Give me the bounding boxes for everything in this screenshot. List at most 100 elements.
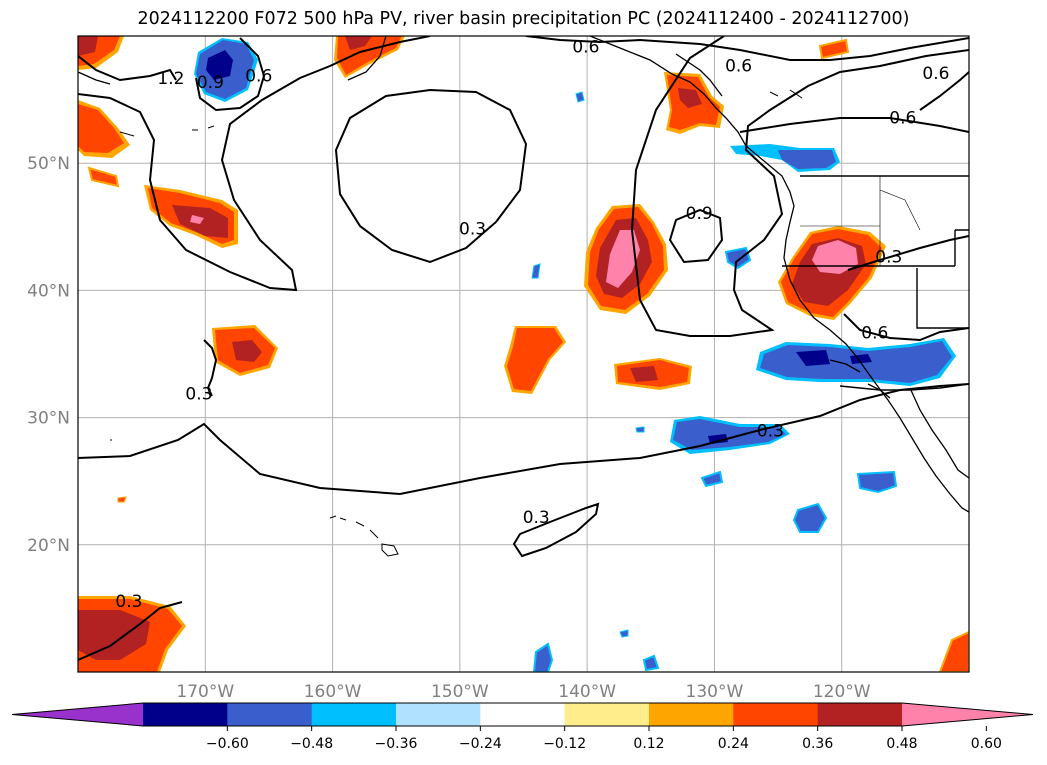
colorbar-tick-label: −0.36 <box>375 736 418 752</box>
colorbar-segment <box>649 703 734 726</box>
pv-contour-0.6-east <box>739 117 969 133</box>
colorbar-extend-high <box>902 703 1033 726</box>
colorbar-segment <box>396 703 481 726</box>
pv-contour-label: 0.3 <box>523 508 550 528</box>
pv-contour-label: 0.3 <box>115 592 142 612</box>
precip-blob-bottomright <box>938 630 969 672</box>
pv-contour-label: 0.6 <box>889 109 916 129</box>
lon-tick-label: 120°W <box>813 682 871 702</box>
pv-contour-0.3-subtropical <box>78 383 969 496</box>
colorbar-tick-label: 0.12 <box>633 736 664 752</box>
precipitation-shading <box>78 36 969 672</box>
colorbar-tick-labels: −0.60 −0.48 −0.36 −0.24 −0.12 0.12 0.24 0.36 0.4… <box>206 726 1002 752</box>
colorbar-segment <box>480 703 566 726</box>
state-borders <box>800 176 921 266</box>
precip-blob-topleft <box>78 36 124 70</box>
precip-blob-135w <box>614 358 692 390</box>
colorbar-segment <box>733 703 819 726</box>
pv-contour-0.6-trough <box>630 36 969 337</box>
pv-contour-0.6-ne <box>919 71 969 111</box>
latitude-tick-labels: 50°N 40°N 30°N 20°N <box>27 154 70 556</box>
lat-tick-label: 20°N <box>27 536 70 556</box>
pv-contour-0.3-left <box>203 339 218 397</box>
pv-contour-label: 0.9 <box>197 73 224 93</box>
pv-contour-labels: 1.2 0.9 0.6 0.3 0.3 0.6 0.6 0.6 0.6 0.9 0.3 0.6 0.3 0… <box>115 37 949 612</box>
colorbar-segment <box>227 703 313 726</box>
precip-blob-vancouver-negative <box>730 144 840 172</box>
pv-contour-label: 0.3 <box>459 219 486 239</box>
lon-tick-label: 140°W <box>558 682 616 702</box>
lon-tick-label: 150°W <box>431 682 489 702</box>
colorbar-segment <box>311 703 397 726</box>
map-frame <box>77 35 970 673</box>
precip-blob-small-2 <box>531 263 541 279</box>
colorbar-tick-label: 0.24 <box>718 736 749 752</box>
precip-blob-145w <box>504 326 566 394</box>
pv-contour-label: 0.6 <box>861 324 888 344</box>
pv-contour-label: 0.6 <box>922 64 949 84</box>
pv-contour-0.3-closed <box>334 88 528 264</box>
precip-blob-small-8 <box>619 629 629 638</box>
pv-contour-0.6-coast <box>525 36 969 61</box>
colorbar-tick-label: −0.24 <box>459 736 502 752</box>
precip-blob-130w-negative <box>670 416 790 454</box>
pv-contour-0.3-closed-south <box>512 502 600 558</box>
precip-blob-topright <box>818 38 850 60</box>
pv-contour-label: 0.3 <box>185 385 212 405</box>
colorbar-outline <box>11 702 1034 727</box>
precip-blob-small-4 <box>635 426 645 433</box>
map-panel: 1.2 0.9 0.6 0.3 0.3 0.6 0.6 0.6 0.6 0.9 0.3 0.6 0.3 0… <box>77 35 970 673</box>
precip-blob-small-6 <box>856 470 898 494</box>
pv-contour-0.6-bering <box>78 36 431 292</box>
precip-blob-small-11 <box>117 496 127 503</box>
lat-tick-label: 30°N <box>27 409 70 429</box>
colorbar-tick-label: 0.36 <box>802 736 833 752</box>
precip-blob-small-3 <box>724 246 752 270</box>
pv-contour-label: 0.3 <box>757 422 784 442</box>
lon-tick-label: 130°W <box>686 682 744 702</box>
colorbar-tick-label: 0.48 <box>886 736 917 752</box>
colorbar-extend-low <box>12 703 143 726</box>
pv-contour-0.6-se <box>843 313 969 342</box>
colorbar-segment <box>564 703 650 726</box>
colorbar-tick-label: −0.48 <box>290 736 333 752</box>
precip-blob-west1 <box>78 100 130 158</box>
pv-contour-0.9-bering <box>195 37 266 112</box>
colorbar <box>11 702 1034 727</box>
pv-contour-0.3-east <box>847 235 969 271</box>
pv-contour-0.9-closed <box>668 208 724 264</box>
pv-contour-label: 0.9 <box>686 204 713 224</box>
colorbar-tick-label: 0.60 <box>971 736 1002 752</box>
precip-blob-small-7 <box>792 502 828 533</box>
precip-blob-bering-negative <box>194 38 258 102</box>
precip-blob-panhandle <box>664 72 724 134</box>
pv-contour-label: 0.6 <box>572 37 599 57</box>
pv-contour-label: 1.2 <box>157 69 184 89</box>
colorbar-tick-label: −0.60 <box>206 736 249 752</box>
precip-blob-small-9 <box>532 642 554 672</box>
pv-contour-label: 0.6 <box>725 57 752 77</box>
colorbar-tick-label: −0.12 <box>543 736 586 752</box>
colorbar-segment <box>817 703 903 726</box>
precip-blob-aleutian <box>144 185 238 248</box>
lon-tick-label: 170°W <box>176 682 234 702</box>
pv-contours <box>78 36 969 661</box>
precip-blob-small-1 <box>575 91 585 103</box>
pv-contour-0.3-bottomleft <box>78 601 183 661</box>
precip-blob-west2 <box>87 166 120 188</box>
map-title: 2024112200 F072 500 hPa PV, river basin … <box>137 9 910 29</box>
lon-tick-label: 160°W <box>304 682 362 702</box>
pv-contour-label: 0.3 <box>875 247 902 267</box>
pv-contour-label: 0.6 <box>245 67 272 87</box>
precip-blob-140w-positive <box>584 204 668 314</box>
colorbar-segment <box>143 703 228 726</box>
pv-contour-1.2 <box>78 55 177 82</box>
longitude-tick-labels: 170°W 160°W 150°W 140°W 130°W 120°W <box>176 682 870 702</box>
precip-blob-socal-negative <box>756 338 956 386</box>
lat-tick-label: 40°N <box>27 281 70 301</box>
precip-blob-small-10 <box>642 654 660 672</box>
precip-blob-bottomleft <box>78 596 186 672</box>
precip-blob-35n <box>212 325 278 376</box>
lat-tick-label: 50°N <box>27 154 70 174</box>
